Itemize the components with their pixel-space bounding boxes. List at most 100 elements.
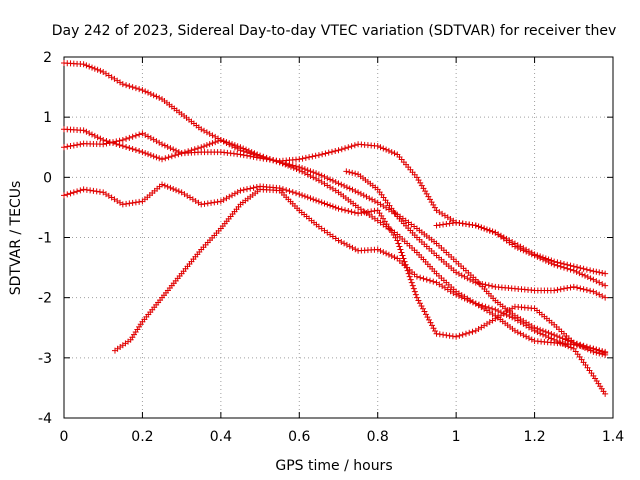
data-point (514, 329, 521, 336)
data-point (391, 150, 398, 157)
data-point (341, 240, 348, 247)
data-point (74, 188, 81, 195)
data-point (119, 143, 126, 150)
data-point (100, 141, 107, 148)
data-point (525, 249, 532, 256)
data-point (201, 200, 208, 207)
data-point (145, 89, 152, 96)
data-point (83, 128, 90, 135)
data-point (492, 306, 499, 313)
data-point (279, 186, 286, 193)
data-point (150, 92, 157, 99)
data-point (430, 325, 437, 332)
data-point (147, 90, 154, 97)
data-point (423, 276, 430, 283)
data-point (132, 85, 139, 92)
x-tick-label: 0 (60, 429, 69, 445)
data-point (467, 298, 474, 305)
data-point (405, 270, 412, 277)
data-point (153, 93, 160, 100)
data-point (86, 63, 93, 70)
data-point (83, 62, 90, 69)
data-point (212, 133, 219, 140)
data-point (220, 138, 227, 145)
data-point (489, 305, 496, 312)
data-point (534, 325, 541, 332)
data-point (132, 199, 139, 206)
data-point (142, 131, 149, 138)
data-point (556, 334, 563, 341)
data-point (455, 270, 462, 277)
y-tick-label: 0 (43, 170, 52, 186)
data-point (329, 203, 336, 210)
data-point (145, 133, 152, 140)
data-point (338, 146, 345, 153)
data-point (433, 222, 440, 229)
data-point (398, 249, 405, 256)
y-axis-label: SDTVAR / TECUs (8, 181, 24, 296)
data-point (307, 168, 314, 175)
data-point (469, 221, 476, 228)
data-point (215, 138, 222, 145)
data-point (369, 196, 376, 203)
data-point (161, 142, 168, 149)
data-point (574, 284, 581, 291)
data-point (436, 331, 443, 338)
data-point (440, 331, 447, 338)
data-point (304, 194, 311, 201)
data-point (126, 134, 133, 141)
data-point (394, 237, 401, 244)
y-tick-label: -4 (38, 411, 52, 427)
data-point (596, 279, 603, 286)
data-point (459, 220, 466, 227)
data-point (106, 139, 113, 146)
data-point (580, 343, 587, 350)
data-point (306, 154, 313, 161)
data-point (479, 281, 486, 288)
data-point (139, 149, 146, 156)
data-point (237, 144, 244, 151)
data-point (126, 200, 133, 207)
data-point (352, 246, 359, 253)
data-point (244, 186, 250, 193)
data-point (576, 270, 583, 277)
data-point (321, 200, 328, 207)
data-point (307, 195, 314, 202)
data-point (168, 153, 175, 160)
data-point (289, 189, 296, 196)
data-point (153, 138, 160, 145)
data-point (380, 145, 387, 152)
data-point (570, 267, 577, 274)
data-point (123, 200, 130, 207)
data-point (116, 137, 123, 144)
data-point (469, 299, 476, 306)
data-point (324, 201, 331, 208)
data-point (315, 152, 322, 159)
data-point (399, 252, 406, 259)
data-point (577, 264, 584, 271)
data-point (593, 346, 600, 353)
data-point (123, 144, 130, 151)
data-point (407, 276, 414, 283)
data-point (206, 141, 213, 148)
data-point (534, 253, 541, 260)
x-tick-label: 0.4 (210, 429, 232, 445)
data-point (217, 137, 224, 144)
data-point (248, 149, 255, 156)
data-point (413, 294, 420, 301)
data-point (355, 210, 362, 217)
data-point (427, 319, 434, 326)
data-point (411, 288, 418, 295)
data-point (310, 169, 317, 176)
data-point (103, 140, 110, 147)
data-point (599, 293, 606, 300)
data-point (332, 148, 339, 155)
data-point (573, 268, 580, 275)
data-point (94, 66, 101, 73)
data-point (332, 204, 339, 211)
data-point (80, 61, 87, 68)
data-point (203, 129, 210, 136)
data-point (173, 187, 180, 194)
data-point (406, 273, 413, 280)
